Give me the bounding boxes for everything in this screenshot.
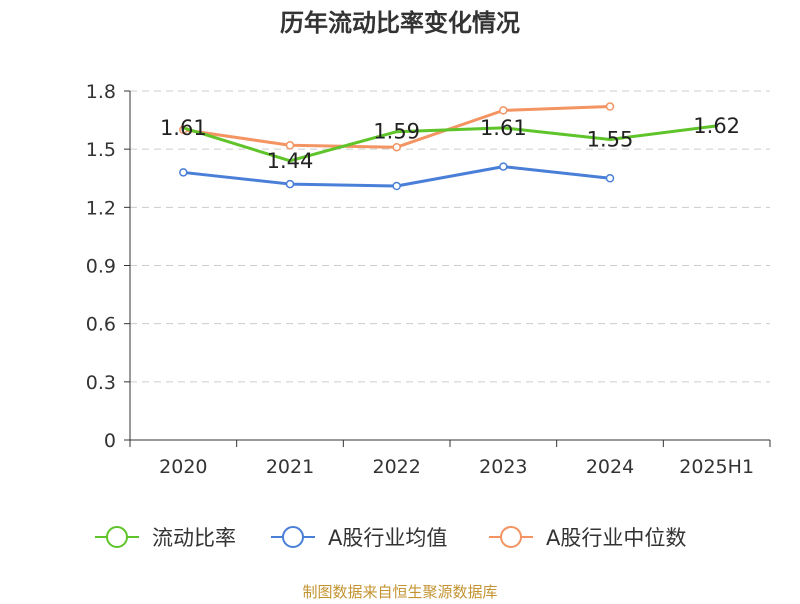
x-tick-label: 2021 xyxy=(266,456,314,478)
legend-marker xyxy=(282,526,304,548)
y-tick-label: 1.8 xyxy=(86,81,116,103)
data-point xyxy=(605,102,615,111)
y-tick-label: 0.9 xyxy=(86,256,116,278)
legend-label: A股行业均值 xyxy=(328,526,447,550)
y-tick-label: 1.2 xyxy=(86,197,116,219)
data-point xyxy=(499,162,508,171)
x-tick-label: 2020 xyxy=(159,456,207,478)
data-point xyxy=(285,179,295,189)
data-label: 1.59 xyxy=(373,120,420,144)
series-line xyxy=(181,124,719,163)
legend-label: 流动比率 xyxy=(152,526,236,550)
x-tick-label: 2022 xyxy=(372,456,420,478)
y-tick-label: 0.6 xyxy=(86,314,116,336)
data-labels: 1.61 1.44 1.59 1.61 1.55 1.62 xyxy=(160,114,740,173)
data-point xyxy=(499,106,508,115)
x-tick-label: 2025H1 xyxy=(679,456,754,478)
legend-marker xyxy=(106,526,128,548)
legend-label: A股行业中位数 xyxy=(546,526,686,550)
data-point xyxy=(392,181,401,191)
data-point xyxy=(285,141,295,150)
source-note: 制图数据来自恒生聚源数据库 xyxy=(302,583,497,600)
data-label: 1.62 xyxy=(693,114,740,138)
y-tick-label: 1.5 xyxy=(86,139,116,161)
y-tick-label: 0.3 xyxy=(86,372,116,394)
grid xyxy=(130,90,770,383)
data-label: 1.55 xyxy=(587,127,634,151)
axes: 0 0.3 0.6 0.9 1.2 1.5 1.8 2020 2021 2022 2023 2024 2… xyxy=(86,81,771,478)
series-lines xyxy=(179,102,719,191)
data-label: 1.61 xyxy=(480,116,527,140)
x-tick-label: 2023 xyxy=(479,456,527,478)
chart-title: 历年流动比率变化情况 xyxy=(280,9,520,37)
data-point xyxy=(605,174,615,183)
data-label: 1.61 xyxy=(160,116,207,140)
data-point xyxy=(179,168,188,177)
data-label: 1.44 xyxy=(267,149,314,173)
x-tick-label: 2024 xyxy=(586,456,634,478)
y-tick-label: 0 xyxy=(104,430,116,452)
data-point xyxy=(392,142,401,152)
legend: 流动比率 A股行业均值 A股行业中位数 xyxy=(95,526,686,550)
legend-marker xyxy=(500,526,522,548)
